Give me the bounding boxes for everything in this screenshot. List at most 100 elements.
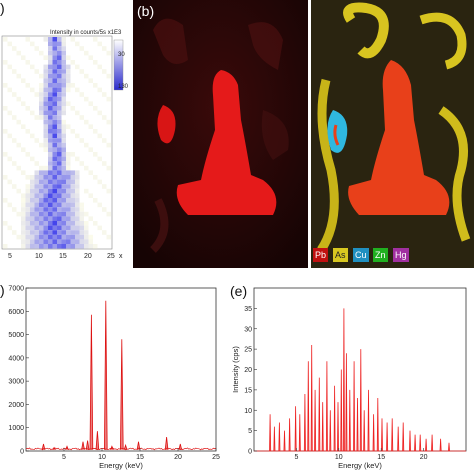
heatmap-cell (88, 78, 93, 83)
heatmap-cell (48, 147, 53, 152)
heatmap-cell (61, 175, 66, 180)
heatmap-cell (97, 133, 102, 139)
heatmap-cell (34, 46, 39, 51)
heatmap-cell (66, 73, 71, 79)
heatmap-cell (75, 239, 80, 244)
heatmap-cell (21, 230, 26, 235)
heatmap-cell (52, 170, 57, 175)
pattern-shape (150, 198, 169, 253)
spectrum-peak (318, 377, 321, 452)
heatmap-cell (52, 133, 57, 139)
heatmap-cell (52, 50, 57, 56)
heatmap-cell (48, 129, 53, 134)
panel-d-label: ) (0, 282, 5, 298)
heatmap-cell (102, 115, 107, 120)
heatmap-cell (3, 244, 8, 249)
heatmap-cell (21, 198, 26, 203)
spectrum-peak (298, 414, 301, 452)
heatmap-cell (48, 211, 53, 217)
heatmap-cell (70, 106, 75, 111)
spectrum-peak (41, 443, 46, 450)
heatmap-cell (21, 221, 26, 226)
spectrum-peak (288, 418, 291, 452)
heatmap-cell (43, 202, 48, 208)
heatmap-cell (66, 198, 71, 203)
heatmap-cell (66, 101, 71, 106)
heatmap-cell (61, 142, 66, 148)
heatmap-cell (70, 60, 75, 65)
heatmap-cell (79, 230, 84, 235)
arsenic-pattern (419, 12, 467, 70)
heatmap-cell (61, 138, 66, 143)
heatmap-cell (48, 198, 53, 203)
pattern-shape (261, 110, 289, 160)
x-axis-label: Energy (keV) (99, 461, 143, 470)
heatmap-cell (75, 179, 80, 185)
heatmap-cell (61, 110, 66, 116)
heatmap-cell (30, 202, 35, 208)
heatmap-cell (16, 188, 21, 194)
heatmap-cell (88, 234, 93, 240)
heatmap-cell (97, 64, 102, 70)
heatmap-cell (48, 216, 53, 221)
heatmap-cell (39, 50, 44, 56)
heatmap-cell (43, 64, 48, 70)
heatmap-cell (39, 207, 44, 212)
heatmap-cell (70, 211, 75, 217)
spectrum-peak (273, 426, 276, 452)
spectrum-peak (314, 389, 317, 452)
panel-b-label: (b) (137, 3, 155, 19)
heatmap-cell (70, 152, 75, 157)
lead-detail (333, 124, 340, 146)
heatmap-cell (30, 110, 35, 116)
spectrum-peak (89, 314, 94, 450)
heatmap-cell (102, 161, 107, 166)
heatmap-cell (70, 83, 75, 88)
heatmap-cell (84, 73, 89, 79)
heatmap-cell (106, 165, 111, 171)
panel-c-svg (311, 0, 474, 268)
heatmap-cell (25, 216, 30, 221)
heatmap-cell (61, 221, 66, 226)
heatmap-cell (75, 202, 80, 208)
legend-pb: Pb (313, 248, 329, 262)
heatmap-cell (61, 156, 66, 162)
heatmap-cell (39, 221, 44, 226)
heatmap-cell (39, 239, 44, 244)
heatmap-cell (7, 41, 12, 47)
heatmap-cell (52, 211, 57, 217)
heatmap-cell (7, 202, 12, 208)
heatmap-cell (48, 234, 53, 240)
heatmap-cell (84, 188, 89, 194)
heatmap-cell (79, 161, 84, 166)
heatmap-cell (70, 216, 75, 221)
heatmap-cell (84, 221, 89, 226)
heatmap-cell (48, 41, 53, 47)
heatmap-cell (39, 198, 44, 203)
copper-figure (327, 110, 348, 153)
heatmap-cell (52, 202, 57, 208)
heatmap-cell (43, 165, 48, 171)
heatmap-cell (57, 156, 62, 162)
heatmap-cell (48, 124, 53, 129)
heatmap-cell (12, 92, 17, 97)
heatmap-cell (106, 142, 111, 148)
heatmap-cell (57, 119, 62, 125)
heatmap-cell (34, 179, 39, 185)
heatmap-cell (75, 221, 80, 226)
heatmap-cell (25, 129, 30, 134)
spectrum-peak (52, 446, 56, 451)
heatmap-cell (79, 244, 84, 249)
heatmap-cell (7, 156, 12, 162)
heatmap-cell (52, 69, 57, 74)
heatmap-cell (48, 239, 53, 244)
heatmap-cell (39, 225, 44, 231)
heatmap-cell (93, 221, 98, 226)
heatmap-cell (70, 198, 75, 203)
y-tick-label: 5 (248, 428, 252, 435)
heatmap-cell (57, 73, 62, 79)
heatmap-cell (57, 96, 62, 102)
heatmap-cell (61, 152, 66, 157)
heatmap-cell (16, 142, 21, 148)
heatmap-cell (97, 156, 102, 162)
